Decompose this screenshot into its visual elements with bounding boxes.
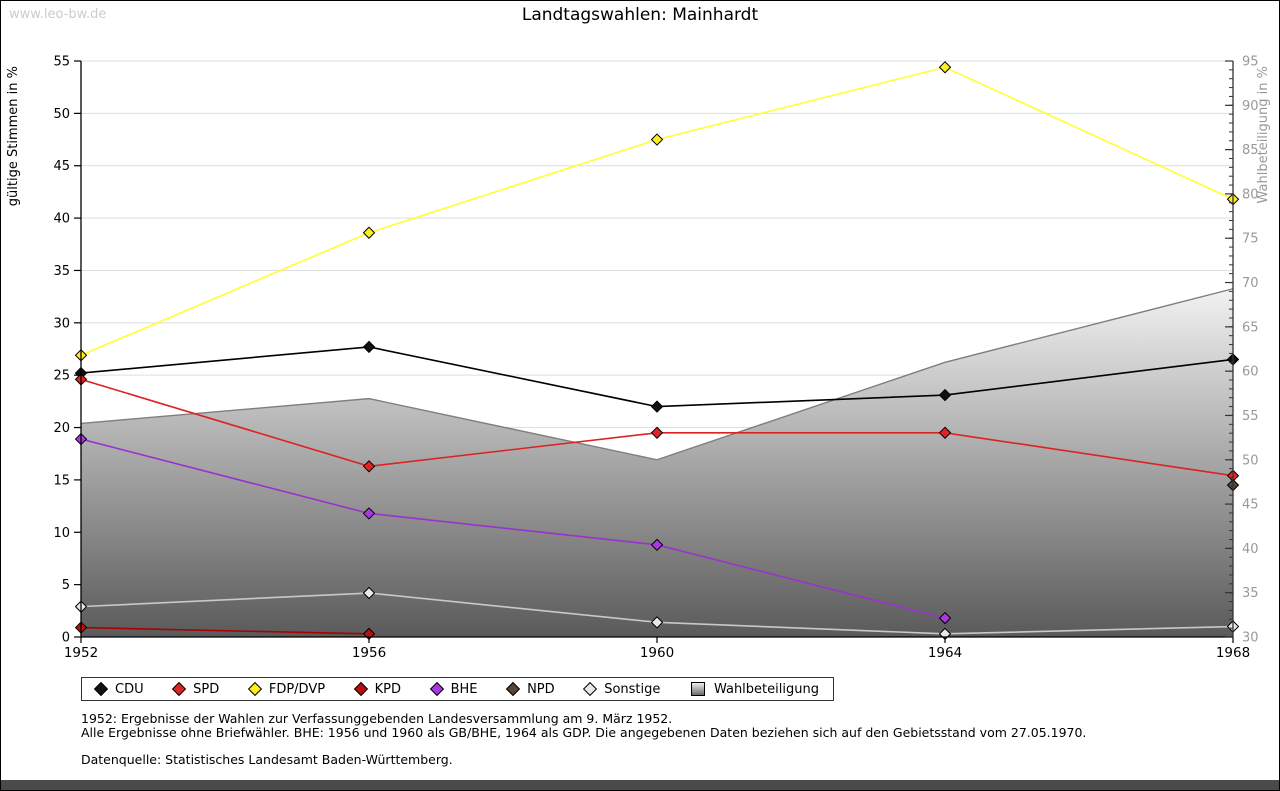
right-axis-title: Wahlbeteiligung in % [1256,66,1271,203]
legend-label-fdp-dvp: FDP/DVP [268,681,326,697]
left-tick-label: 45 [53,159,70,174]
chart-legend: CDU SPD FDP/DVP KPD BHE NPD Sonstige Wahlbeteil… [81,677,834,701]
data-point-bhe-1964 [938,611,952,625]
legend-item-npd: NPD [505,681,555,697]
data-point-cdu-1956 [362,340,376,354]
legend-label-npd: NPD [527,681,555,697]
legend-marker-cdu [93,681,109,697]
election-chart: 0 5 10 15 20 25 30 35 40 45 50 55 30 35 40 45 50 55 60 65 70… [6,55,1271,662]
legend-label-wahlbeteiligung: Wahlbeteiligung [713,681,819,697]
right-tick-label: 40 [1242,542,1259,557]
data-point-spd-1960 [650,426,664,439]
footer-note-1: 1952: Ergebnisse der Wahlen zur Verfassu… [81,711,673,726]
legend-item-wahlbeteiligung: Wahlbeteiligung [690,681,819,697]
left-tick-label: 10 [53,526,70,541]
right-tick-label: 85 [1242,143,1259,158]
legend-label-kpd: KPD [374,681,402,697]
left-tick-label: 15 [53,473,70,488]
right-tick-label: 45 [1242,498,1259,513]
left-tick-label: 20 [53,421,70,436]
watermark: www.leo-bw.de [9,7,107,22]
footer-notes: 1952: Ergebnisse der Wahlen zur Verfassu… [81,712,1086,767]
legend-item-sonstige: Sonstige [583,681,661,697]
left-tick-label: 25 [53,369,70,384]
legend-marker-fdp-dvp [247,681,262,697]
data-point-sonstige-1956 [362,586,376,600]
legend-item-kpd: KPD [353,681,402,697]
data-point-cdu-1964 [938,388,952,402]
data-point-fdp-dvp-1964 [938,61,952,74]
legend-label-cdu: CDU [115,681,144,697]
legend-label-bhe: BHE [450,681,478,697]
data-point-bhe-1960 [650,538,664,552]
right-tick-label: 95 [1242,55,1259,70]
series-line-kpd [80,626,370,635]
series-line-bhe [80,438,946,619]
left-tick-label: 40 [53,212,70,227]
left-tick-label: 5 [62,578,70,593]
turnout-area-edge [80,288,1234,461]
page-title: Landtagswahlen: Mainhardt [521,5,759,25]
data-point-cdu-1960 [650,400,664,413]
x-tick-label: 1960 [640,645,674,661]
legend-swatch-wahlbeteiligung [690,682,705,696]
legend-item-spd: SPD [172,681,220,697]
right-tick-label: 30 [1242,631,1259,646]
right-tick-label: 80 [1242,187,1259,202]
x-tick-label: 1968 [1216,645,1250,661]
right-tick-label: 75 [1242,232,1259,247]
right-tick-label: 65 [1242,320,1259,335]
legend-marker-bhe [429,681,444,697]
legend-marker-sonstige [583,681,598,697]
legend-item-cdu: CDU [93,681,144,697]
x-tick-label: 1952 [64,645,98,661]
legend-item-bhe: BHE [429,681,478,697]
left-tick-label: 30 [53,316,70,331]
data-point-bhe-1956 [362,507,376,520]
legend-marker-spd [172,681,187,697]
right-tick-label: 70 [1242,276,1259,291]
series-line-fdp-dvp [80,66,1234,357]
right-tick-label: 60 [1242,365,1259,380]
legend-label-spd: SPD [193,681,220,697]
data-point-sonstige-1960 [650,616,664,629]
x-tick-label: 1964 [928,645,962,661]
right-tick-label: 55 [1242,409,1259,424]
legend-item-fdp-dvp: FDP/DVP [247,681,326,697]
data-point-fdp-dvp-1956 [362,226,376,239]
legend-marker-kpd [353,681,368,697]
bottom-bar [1,780,1279,790]
data-source: Datenquelle: Statistisches Landesamt Bad… [81,752,453,767]
right-tick-label: 35 [1242,586,1259,601]
right-tick-label: 90 [1242,99,1259,114]
left-axis-title: gültige Stimmen in % [6,66,21,206]
left-tick-label: 55 [53,55,70,70]
left-tick-label: 0 [62,631,70,646]
left-tick-label: 50 [53,107,70,122]
legend-label-sonstige: Sonstige [604,681,661,697]
right-tick-label: 50 [1242,453,1259,468]
data-point-spd-1964 [938,426,952,439]
legend-marker-npd [505,681,521,697]
x-tick-label: 1956 [352,645,386,661]
left-tick-label: 35 [53,264,70,279]
turnout-area [81,288,1233,637]
data-point-fdp-dvp-1960 [650,133,664,146]
footer-note-2: Alle Ergebnisse ohne Briefwähler. BHE: 1… [81,725,1087,740]
data-point-spd-1956 [362,460,376,473]
